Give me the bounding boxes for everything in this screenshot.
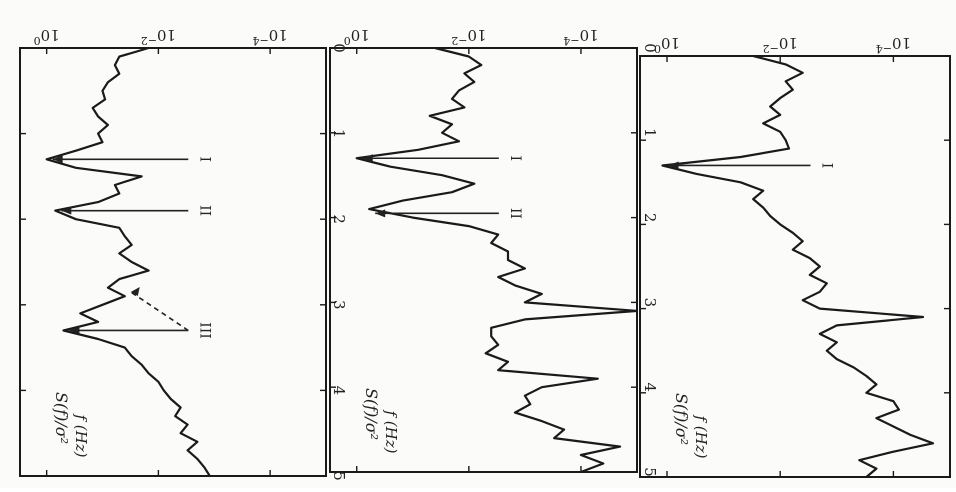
arrow-head [375, 209, 386, 218]
spectrum-curve [45, 46, 211, 477]
peak-label: I [507, 155, 523, 161]
x-tick-label: 1 [952, 135, 956, 145]
x-axis-label: f (Hz) [692, 414, 710, 458]
y-tick-label: 10−2 [451, 26, 486, 47]
arrow-head [362, 154, 373, 163]
x-tick-label: 5 [330, 471, 348, 481]
y-tick-label: 100 [654, 34, 680, 55]
x-tick-label: 1 [330, 129, 348, 139]
spectrum-curve [661, 54, 935, 478]
x-tick-label: 2 [641, 213, 659, 223]
peak-label: II [507, 208, 523, 219]
peak-label: II [196, 205, 212, 216]
arrow-head [52, 155, 63, 164]
x-tick-label: 3 [952, 304, 956, 314]
y-tick-label: 10−4 [563, 26, 598, 47]
y-axis-label: S(f)/σ² [52, 392, 71, 444]
peak-label: I [196, 157, 212, 163]
x-tick-label: 0 [330, 43, 348, 53]
peak-arrow-secondary [130, 291, 189, 332]
x-tick-label: 5 [952, 472, 956, 482]
y-axis-label: S(f)/σ² [362, 388, 381, 440]
panel-1: 0 1 2 3 4 5 10−4 10−2 100 S(f)/σ²f (Hz) I [639, 34, 956, 482]
x-axis-label: f (Hz) [72, 413, 90, 457]
x-tick-label: 2 [952, 220, 956, 230]
y-axis-label: S(f)/σ² [672, 393, 691, 445]
axes-frame [19, 47, 327, 477]
spectrum-curve [355, 46, 639, 474]
x-tick-label: 2 [330, 214, 348, 224]
x-tick-label: 3 [641, 298, 659, 308]
y-tick-label: 10−2 [141, 26, 176, 47]
x-tick-label: 0 [952, 51, 956, 61]
y-tick-label: 100 [344, 26, 370, 47]
arrow-head [668, 161, 679, 170]
x-axis-label: f (Hz) [382, 409, 400, 453]
peak-label: I [819, 163, 835, 169]
x-tick-label: 4 [952, 388, 956, 398]
arrow-head [130, 286, 140, 296]
x-tick-label: 5 [641, 467, 659, 477]
y-tick-label: 10−2 [763, 34, 798, 55]
y-tick-label: 10−4 [876, 34, 911, 55]
y-tick-label: 10−4 [252, 26, 287, 47]
axes-frame [639, 55, 951, 478]
arrow-head [61, 206, 72, 215]
x-tick-label: 1 [641, 128, 659, 138]
peak-label: III [196, 322, 212, 339]
y-tick-label: 100 [34, 26, 60, 47]
x-tick-label: 4 [330, 386, 348, 396]
x-tick-label: 3 [330, 300, 348, 310]
x-tick-label: 0 [641, 43, 659, 53]
axes-frame [329, 47, 638, 473]
arrow-head [69, 326, 80, 335]
x-tick-label: 4 [641, 382, 659, 392]
